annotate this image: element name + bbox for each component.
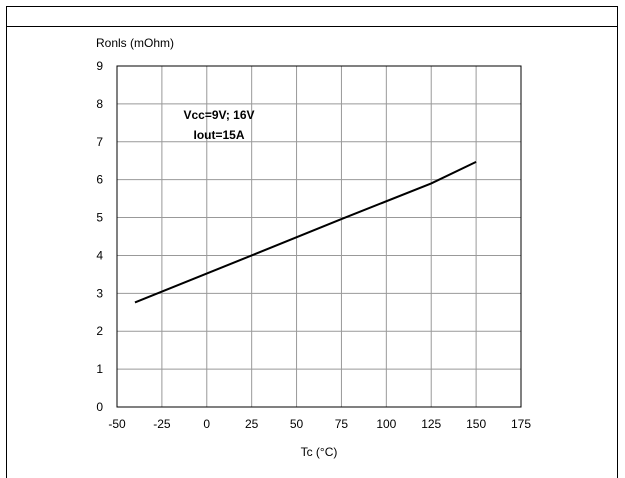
figure-top-divider <box>6 26 618 27</box>
x-tick-label: 100 <box>376 417 396 431</box>
x-axis-label: Tc (°C) <box>301 445 338 459</box>
x-tick-label: 125 <box>421 417 441 431</box>
y-axis-label: Ronls (mOhm) <box>96 36 174 50</box>
series-group <box>134 160 477 304</box>
annotation-iout: Iout=15A <box>193 128 244 142</box>
x-tick-label: -50 <box>108 417 126 431</box>
y-tick-label: 0 <box>96 400 103 414</box>
x-tick-label: 175 <box>511 417 531 431</box>
x-tick-label: 0 <box>203 417 210 431</box>
y-tick-label: 7 <box>96 135 103 149</box>
series-line <box>134 160 477 304</box>
x-tick-label: 150 <box>466 417 486 431</box>
grid <box>116 65 522 408</box>
figure-frame <box>6 6 618 478</box>
x-tick-label: 25 <box>245 417 259 431</box>
y-tick-label: 8 <box>96 97 103 111</box>
y-tick-labels: 0 1 2 3 4 5 6 7 8 9 <box>96 59 103 414</box>
y-tick-label: 9 <box>96 59 103 73</box>
y-tick-label: 6 <box>96 173 103 187</box>
plot-area <box>116 65 522 408</box>
y-tick-label: 4 <box>96 248 103 262</box>
x-tick-labels: -50 -25 0 25 50 75 100 125 150 175 <box>108 417 531 431</box>
x-tick-label: 50 <box>290 417 304 431</box>
x-tick-label: 75 <box>335 417 349 431</box>
x-tick-label: -25 <box>153 417 171 431</box>
annotation-vcc: Vcc=9V; 16V <box>183 108 254 122</box>
y-tick-label: 5 <box>96 211 103 225</box>
y-tick-label: 1 <box>96 362 103 376</box>
y-tick-label: 3 <box>96 286 103 300</box>
y-tick-label: 2 <box>96 324 103 338</box>
